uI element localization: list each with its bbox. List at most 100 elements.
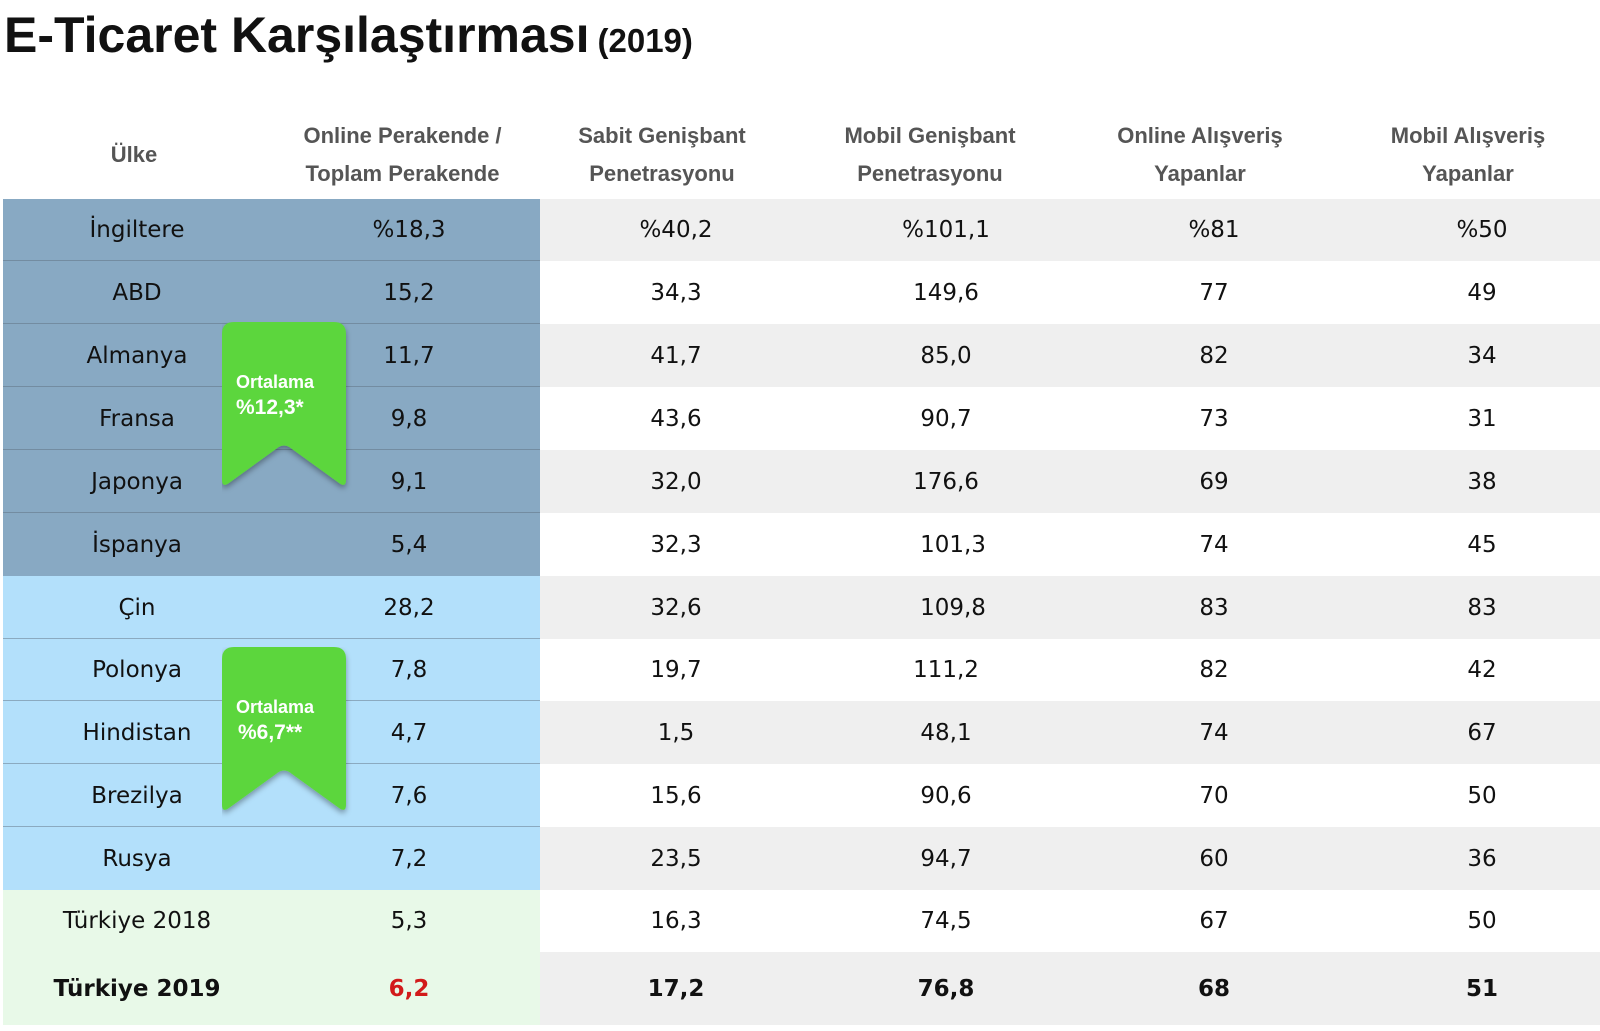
table-row: İngiltere %18,3 %40,2 %101,1 %81 %50: [0, 199, 1600, 261]
cell-online-retail: 7,2: [390, 845, 428, 872]
cell-fixed-bb: 16,3: [650, 908, 702, 934]
cell-mobile-bb: 176,6: [913, 468, 979, 495]
table-row: Türkiye 2019 6,2 17,2 76,8 68 51: [0, 952, 1600, 1025]
page-title: E-Ticaret Karşılaştırması (2019): [4, 6, 693, 64]
cell-online-shoppers: %81: [1188, 217, 1240, 243]
cell-country: Rusya: [102, 845, 172, 872]
row-background: [540, 952, 1600, 1025]
cell-country: İspanya: [92, 531, 182, 558]
cell-mobile-shoppers: 42: [1467, 657, 1497, 683]
cell-fixed-bb: 43,6: [650, 405, 702, 432]
cell-online-retail: 5,4: [390, 531, 428, 558]
cell-online-retail: 9,8: [390, 405, 428, 432]
header-line-2: Penetrasyonu: [857, 161, 1003, 186]
header-country-label: Ülke: [110, 142, 158, 167]
row-background: [540, 827, 1600, 890]
cell-mobile-shoppers: 49: [1467, 279, 1497, 306]
cell-fixed-bb: 17,2: [647, 975, 705, 1002]
table-row: Polonya 7,8 19,7 111,2 82 42: [0, 639, 1600, 701]
table-row: Japonya 9,1 32,0 176,6 69 38: [0, 450, 1600, 513]
cell-online-retail: %18,3: [372, 217, 446, 243]
cell-fixed-bb: 23,5: [650, 845, 702, 872]
cell-online-shoppers: 68: [1197, 975, 1230, 1002]
header-mobile-shoppers: Mobil Alışveriş Yapanlar: [1346, 114, 1590, 196]
table-row: ABD 15,2 34,3 149,6 77 49: [0, 261, 1600, 324]
header-line-1: Mobil Alışveriş: [1390, 123, 1546, 148]
row-background: [540, 324, 1600, 387]
cell-fixed-bb: 41,7: [650, 342, 702, 369]
cell-mobile-shoppers: 36: [1467, 845, 1497, 872]
cell-fixed-bb: 19,7: [650, 657, 702, 683]
cell-mobile-bb: 85,0: [920, 342, 972, 369]
row-background: [540, 576, 1600, 639]
cell-mobile-bb: 90,7: [920, 405, 972, 432]
row-background: [540, 450, 1600, 513]
row-background: [540, 513, 1600, 576]
cell-online-shoppers: 73: [1199, 405, 1229, 432]
cell-online-shoppers: 82: [1199, 342, 1229, 369]
cell-mobile-shoppers: 67: [1467, 719, 1497, 746]
row-background: [540, 387, 1600, 450]
cell-mobile-bb: 101,3: [920, 531, 986, 558]
ribbon-shape: [222, 647, 346, 810]
header-line-2: Yapanlar: [1422, 161, 1514, 186]
header-line-2: Penetrasyonu: [589, 161, 735, 186]
cell-country: Türkiye 2019: [53, 975, 221, 1002]
cell-fixed-bb: 32,0: [650, 468, 702, 495]
header-line-2: Toplam Perakende: [305, 161, 500, 186]
group-background: [3, 576, 540, 639]
row-divider: [3, 260, 540, 261]
cell-country: Almanya: [86, 342, 188, 369]
cell-online-shoppers: 70: [1199, 782, 1229, 809]
cell-mobile-shoppers: 34: [1467, 342, 1497, 369]
cell-online-shoppers: 60: [1199, 845, 1229, 872]
cell-fixed-bb: 32,6: [650, 594, 702, 621]
cell-fixed-bb: 15,6: [650, 782, 702, 809]
cell-mobile-shoppers: 51: [1465, 975, 1498, 1002]
cell-online-retail: 9,1: [390, 468, 428, 495]
cell-country: Çin: [118, 594, 156, 621]
header-online-shoppers: Online Alışveriş Yapanlar: [1078, 114, 1322, 196]
cell-online-retail: 5,3: [390, 908, 428, 934]
cell-mobile-shoppers: 50: [1467, 908, 1497, 934]
cell-mobile-bb: 90,6: [920, 782, 972, 809]
cell-mobile-shoppers: 83: [1467, 594, 1497, 621]
row-background: [540, 890, 1600, 952]
cell-fixed-bb: 34,3: [650, 279, 702, 306]
cell-country: ABD: [112, 279, 162, 306]
cell-country: Polonya: [92, 657, 182, 683]
header-line-1: Online Perakende /: [303, 123, 502, 148]
cell-mobile-bb: 76,8: [917, 975, 975, 1002]
average-ribbon-emerging: Ortalama %6,7**: [222, 647, 352, 822]
cell-online-shoppers: 74: [1199, 531, 1229, 558]
cell-country: Türkiye 2018: [62, 908, 212, 934]
row-background: [540, 639, 1600, 701]
cell-online-shoppers: 77: [1199, 279, 1229, 306]
title-main: E-Ticaret Karşılaştırması: [4, 7, 590, 63]
cell-fixed-bb: 32,3: [650, 531, 702, 558]
cell-online-retail: 7,6: [390, 782, 428, 809]
title-year: (2019): [597, 22, 693, 59]
group-background: [3, 952, 540, 1025]
cell-online-retail: 28,2: [383, 594, 435, 621]
cell-country: Brezilya: [91, 782, 183, 809]
cell-mobile-bb: 94,7: [920, 845, 972, 872]
header-line-1: Mobil Genişbant: [844, 123, 1016, 148]
group-background: [3, 199, 540, 261]
ribbon-value: %6,7**: [238, 721, 303, 744]
cell-online-shoppers: 69: [1199, 468, 1229, 495]
table-row: Rusya 7,2 23,5 94,7 60 36: [0, 827, 1600, 890]
header-line-1: Sabit Genişbant: [578, 123, 746, 148]
ribbon-label: Ortalama: [236, 372, 315, 392]
cell-mobile-bb: 109,8: [920, 594, 986, 621]
cell-online-retail: 4,7: [390, 719, 428, 746]
cell-online-shoppers: 83: [1199, 594, 1229, 621]
header-line-2: Yapanlar: [1154, 161, 1246, 186]
row-divider: [3, 512, 540, 513]
header-fixed-broadband: Sabit Genişbant Penetrasyonu: [540, 114, 784, 196]
header-country: Ülke: [3, 114, 265, 196]
row-background: [540, 701, 1600, 764]
cell-online-shoppers: 82: [1199, 657, 1229, 683]
header-mobile-broadband: Mobil Genişbant Penetrasyonu: [808, 114, 1052, 196]
cell-fixed-bb: %40,2: [639, 217, 713, 243]
